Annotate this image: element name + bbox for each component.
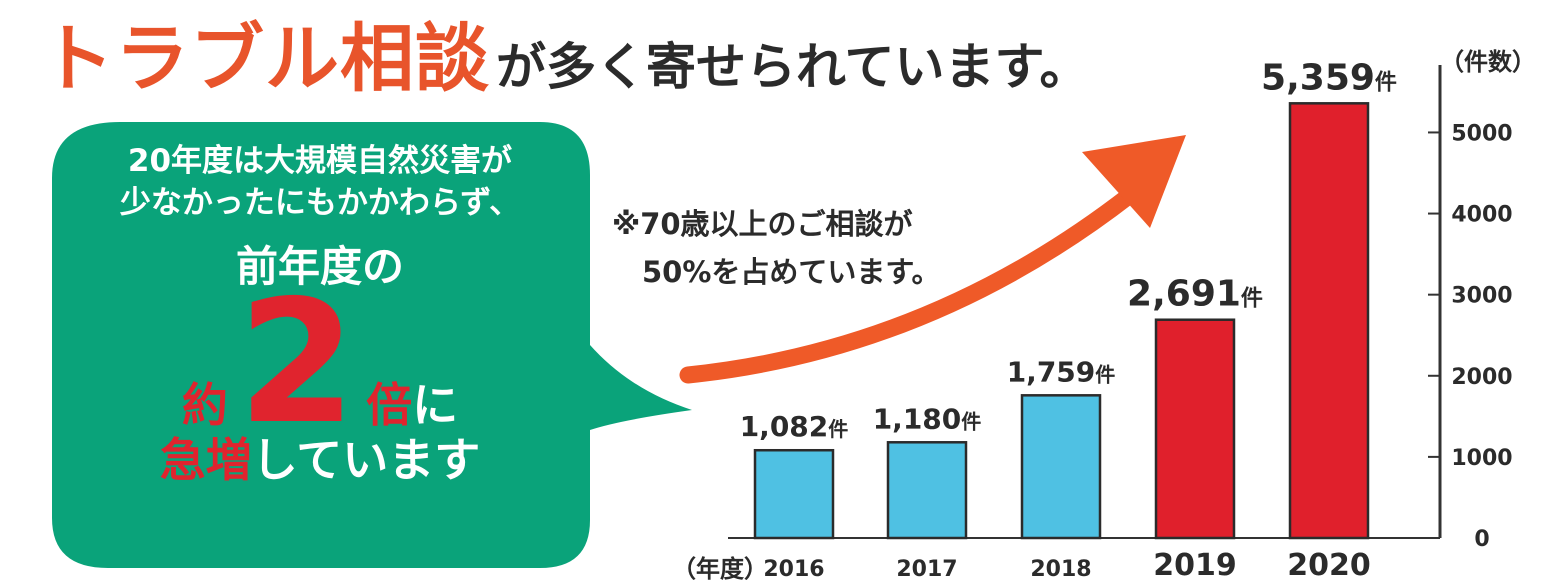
x-axis-unit: （年度）: [672, 555, 768, 583]
data-label-2017: 1,180件: [873, 402, 982, 435]
data-label-2020: 5,359件: [1261, 57, 1397, 98]
y-tick-label-5000: 5000: [1451, 121, 1512, 146]
bubble-last-white: しています: [251, 433, 481, 487]
bubble-multiplier-row: 約 2 倍 に: [50, 264, 590, 462]
x-tick-2020: 2020: [1287, 548, 1371, 583]
y-axis-unit: （件数）: [1440, 48, 1536, 76]
bar-2020: [1288, 102, 1370, 540]
trend-arrow-shaft: [679, 186, 1139, 384]
headline: トラブル相談 が多く寄せられています。: [40, 22, 1090, 96]
bar-2019: [1154, 318, 1236, 540]
x-tick-2017: 2017: [896, 557, 957, 582]
y-tick-label-0: 0: [1474, 527, 1489, 552]
bubble-line-3: 前年度の: [235, 242, 404, 291]
headline-accent: トラブル相談: [40, 16, 490, 102]
speech-bubble-shape: [52, 122, 692, 568]
x-tick-2018: 2018: [1030, 557, 1091, 582]
bubble-text: 20年度は大規模自然災害が 少なかったにもかかわらず、 前年度の 約 2 倍 に…: [50, 140, 590, 488]
bubble-big-number: 2: [237, 264, 357, 462]
bubble-line-1: 20年度は大規模自然災害が: [127, 143, 513, 179]
y-tick-label-1000: 1000: [1451, 446, 1512, 471]
note: ※70歳以上のご相談が 50%を占めています。: [612, 200, 941, 296]
data-label-2019: 2,691件: [1127, 274, 1263, 315]
bubble-last-red: 急増: [159, 433, 252, 487]
y-tick-label-3000: 3000: [1451, 284, 1512, 309]
note-line-2: 50%を占めています。: [642, 255, 941, 289]
bubble-last-line: 急増しています: [50, 432, 590, 488]
bubble-approx: 約: [181, 378, 228, 432]
y-tick-label-4000: 4000: [1451, 203, 1512, 228]
y-tick-label-2000: 2000: [1451, 365, 1512, 390]
bar-2016: [753, 448, 835, 540]
data-label-2016: 1,082件: [740, 410, 849, 443]
bar-2018: [1020, 394, 1102, 540]
note-line-1: ※70歳以上のご相談が: [612, 207, 913, 241]
x-tick-2019: 2019: [1153, 548, 1237, 583]
bubble-ni: に: [412, 378, 459, 432]
x-tick-2016: 2016: [763, 557, 824, 582]
headline-rest: が多く寄せられています。: [496, 38, 1090, 96]
speech-bubble: [52, 122, 692, 568]
data-label-2018: 1,759件: [1007, 355, 1116, 388]
trend-arrow-head: [1082, 135, 1186, 228]
bubble-times: 倍: [366, 378, 413, 432]
bubble-line-2: 少なかったにもかかわらず、: [119, 185, 521, 221]
bar-2017: [886, 441, 968, 540]
